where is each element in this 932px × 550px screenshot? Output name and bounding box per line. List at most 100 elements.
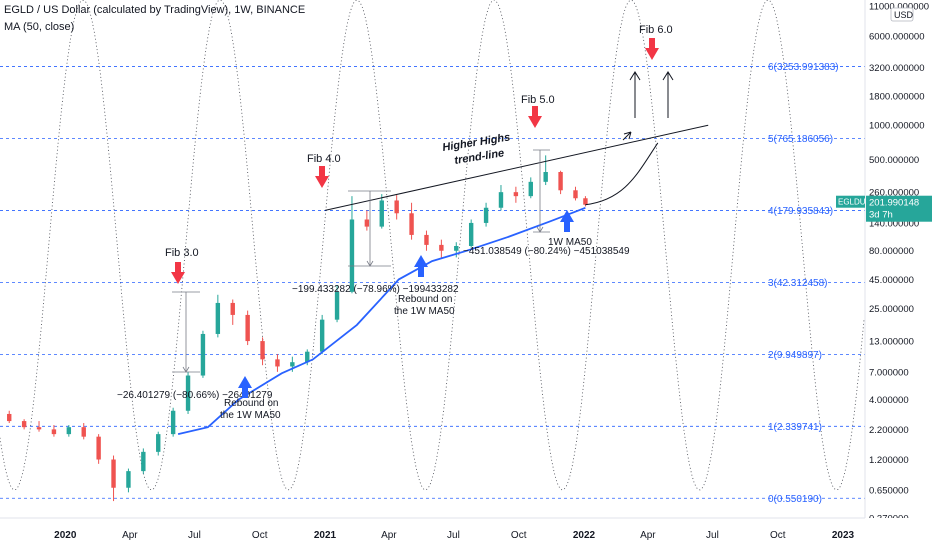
measure2-label: −199.433282 (−78.96%) −199433282 — [292, 284, 459, 295]
price-tick-label: 80.000000 — [869, 246, 914, 257]
time-tick-label: Oct — [252, 530, 268, 541]
price-tick-label: 0.650000 — [869, 485, 909, 496]
price-tick-label: 25.000000 — [869, 304, 914, 315]
measure1-label: −26.401279 (−80.66%) −26401279 — [117, 390, 273, 401]
candle-body — [141, 451, 146, 472]
candle-body — [483, 207, 489, 223]
candle-body — [439, 244, 444, 251]
candle-body — [290, 362, 295, 367]
candle-body — [543, 172, 548, 182]
fib-level-label: 0(0.550190) — [768, 494, 822, 505]
price-tick-label: 500.000000 — [869, 155, 919, 166]
candle-body — [334, 291, 340, 320]
time-tick-label: 2020 — [54, 530, 77, 541]
fib-level-label: 6(3253.991383) — [768, 62, 839, 73]
fib-level-label: 4(179.935843) — [768, 206, 833, 217]
candle-body — [230, 302, 235, 315]
time-tick-label: Apr — [640, 530, 656, 541]
candle-body — [319, 319, 325, 352]
rebound2-label-b: the 1W MA50 — [394, 306, 455, 317]
candle-body — [36, 427, 42, 430]
price-tick-label: 2.200000 — [869, 425, 909, 436]
fib-levels: 6(3253.991383) 5(765.186056) 4(179.935843)… — [0, 62, 865, 505]
candle-body — [51, 429, 57, 435]
candle-body — [200, 333, 206, 376]
price-tick-label: 1000.000000 — [869, 121, 924, 132]
symbol-title: EGLD / US Dollar (calculated by TradingV… — [4, 4, 306, 16]
ma-arrow — [560, 210, 574, 232]
candle-body — [409, 213, 414, 235]
fib4-arrow — [315, 166, 329, 188]
rebound2-arrow — [414, 255, 428, 277]
candle-body — [185, 375, 191, 411]
target-arrow-left-head — [629, 71, 641, 81]
symbol-badge — [836, 195, 865, 208]
candle-body — [21, 421, 27, 428]
time-tick-label: 2023 — [832, 530, 855, 541]
candle-body — [81, 427, 86, 437]
time-tick-label: Apr — [122, 530, 138, 541]
price-tick-label: 11000.000000 — [869, 2, 929, 13]
indicator-title: MA (50, close) — [4, 21, 75, 33]
fib-level-label: 1(2.339741) — [768, 422, 822, 433]
time-tick-label: Oct — [770, 530, 786, 541]
candle-body — [245, 314, 250, 342]
price-tick-label: 13.000000 — [869, 337, 914, 348]
cycle-curve — [0, 0, 865, 491]
time-tick-label: Jul — [706, 530, 719, 541]
target-arrow-right-head — [662, 71, 674, 81]
candle-body — [126, 471, 131, 488]
projection-curve — [585, 142, 659, 206]
rebound2-label-a: Rebound on — [398, 294, 453, 305]
price-tick-label: 6000.000000 — [869, 32, 924, 43]
candle-body — [498, 192, 504, 208]
fib5-label: Fib 5.0 — [521, 94, 555, 106]
fib3-arrow — [171, 262, 185, 284]
price-axis-bg — [865, 0, 932, 550]
price-tick-label: 1.200000 — [869, 455, 909, 466]
time-tick-label: Jul — [188, 530, 201, 541]
fib-level-label: 5(765.186056) — [768, 134, 833, 145]
price-tick-label: 260.000000 — [869, 188, 919, 199]
candle-body — [513, 192, 519, 197]
candle-body — [66, 427, 72, 435]
candle-body — [573, 190, 578, 199]
price-tick-label: 4.000000 — [869, 395, 909, 406]
fib6-label: Fib 6.0 — [639, 24, 673, 36]
candle-body — [7, 413, 12, 422]
currency-box — [890, 7, 914, 22]
projection-arrowhead — [622, 131, 632, 141]
candle-body — [364, 219, 370, 227]
measure-fib4-head — [366, 260, 374, 267]
price-tick-label: 7.000000 — [869, 367, 909, 378]
candle-body — [528, 181, 533, 197]
ma-label: 1W MA50 — [548, 237, 592, 248]
fib5-arrow — [528, 106, 542, 128]
candle-body — [215, 302, 221, 334]
price-tick-label: 3200.000000 — [869, 63, 924, 74]
fib-level-label: 2(9.949897) — [768, 350, 822, 361]
candle-body — [583, 198, 588, 205]
time-axis[interactable]: 2020 Apr Jul Oct 2021 Apr Jul Oct 2022 Apr Jul Oct 2… — [0, 517, 932, 550]
candle-body — [558, 172, 563, 191]
last-price-value: 201.990148 — [869, 198, 919, 209]
time-tick-label: 2022 — [573, 530, 596, 541]
candle-body — [468, 222, 474, 247]
candle-body — [454, 246, 459, 251]
sine-cycle-curves — [0, 0, 865, 491]
measure-fib3-head — [182, 366, 190, 373]
price-tick-label: 140.000000 — [869, 218, 919, 229]
candle-body — [170, 410, 176, 435]
candle-body — [275, 359, 280, 367]
rebound1-arrow — [238, 376, 252, 398]
countdown-label: 3d 7h — [869, 210, 893, 221]
fib4-label: Fib 4.0 — [307, 153, 341, 165]
candle-body — [260, 341, 265, 360]
candles — [7, 155, 588, 502]
price-tick-label: 1800.000000 — [869, 91, 924, 102]
fib-level-label: 3(42.312458) — [768, 278, 828, 289]
candle-body — [379, 200, 384, 227]
candle-body — [349, 219, 355, 292]
price-axis[interactable]: 11000.000000 6000.000000 3200.000000 1800.0… — [836, 0, 932, 550]
